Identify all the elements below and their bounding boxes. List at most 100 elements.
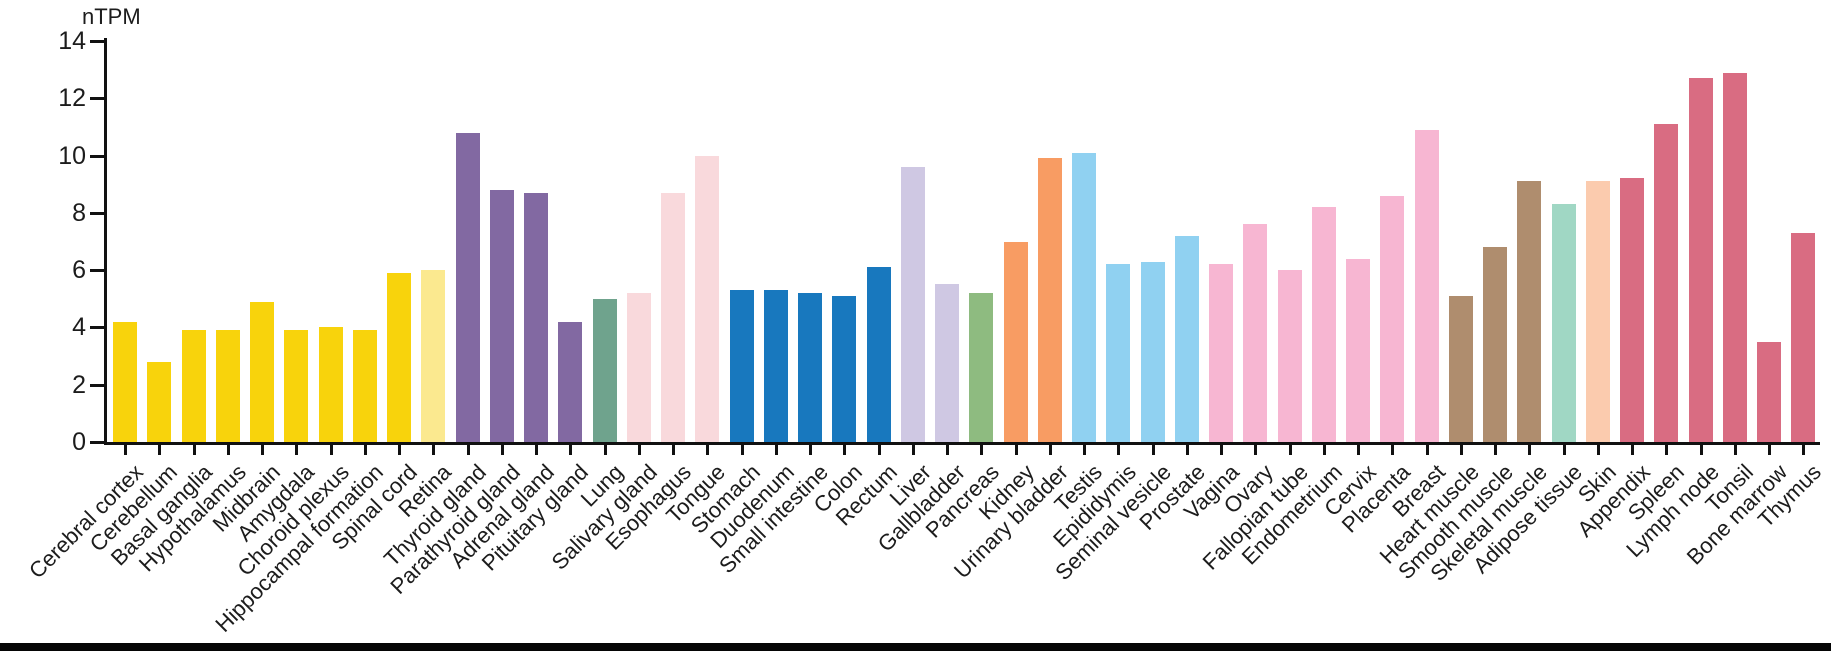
bar-prostate[interactable]: [1174, 235, 1199, 442]
x-tick-mark: [1288, 445, 1292, 455]
bar-gallbladder[interactable]: [935, 284, 959, 442]
x-tick-mark: [843, 445, 847, 455]
bar-smooth-muscle[interactable]: [1483, 247, 1507, 442]
x-tick-mark: [158, 445, 162, 455]
x-tick-mark: [980, 445, 984, 455]
x-tick-mark: [672, 445, 675, 455]
bar-ovary[interactable]: [1243, 224, 1268, 442]
x-tick-mark: [1117, 445, 1121, 455]
bar-kidney[interactable]: [1003, 241, 1028, 442]
bar-parathyroid-gland[interactable]: [489, 189, 514, 442]
y-tick-label: 6: [72, 256, 86, 285]
bar-fallopian-tube[interactable]: [1277, 270, 1302, 442]
bar-colon[interactable]: [832, 295, 857, 442]
bar-retina[interactable]: [421, 270, 446, 442]
x-tick-mark: [535, 445, 538, 455]
bar-vagina[interactable]: [1209, 264, 1233, 442]
bar-urinary-bladder[interactable]: [1037, 158, 1062, 442]
bar-duodenum[interactable]: [763, 290, 788, 442]
x-tick-mark: [1802, 445, 1806, 455]
bar-lymph-node[interactable]: [1688, 78, 1713, 442]
x-tick-mark: [1631, 445, 1634, 455]
y-tick-label: 4: [72, 313, 86, 342]
bar-salivary-gland[interactable]: [626, 293, 651, 442]
bar-cerebellum[interactable]: [147, 361, 172, 442]
x-tick-mark: [1254, 445, 1258, 455]
x-tick-mark: [1048, 445, 1052, 455]
bar-endometrium[interactable]: [1311, 207, 1336, 442]
y-tick-label: 2: [72, 370, 86, 399]
x-tick-mark: [1768, 445, 1771, 455]
bar-stomach[interactable]: [729, 290, 754, 442]
bar-hippocampal-formation[interactable]: [352, 330, 377, 442]
x-tick-mark: [363, 445, 367, 455]
x-tick-mark: [398, 445, 401, 455]
y-tick-label: 8: [72, 198, 86, 227]
x-tick-mark: [774, 445, 778, 455]
x-tick-mark: [1699, 445, 1703, 455]
y-axis-title: nTPM: [82, 4, 141, 29]
x-tick-mark: [124, 445, 127, 455]
bar-thymus[interactable]: [1791, 232, 1816, 442]
y-tick-label: 12: [58, 84, 86, 113]
bar-esophagus[interactable]: [661, 192, 685, 442]
x-tick-mark: [261, 445, 264, 455]
bottom-divider: [0, 643, 1831, 651]
x-tick-mark: [1665, 445, 1669, 455]
bar-placenta[interactable]: [1380, 195, 1405, 442]
x-tick-mark: [946, 445, 949, 455]
bar-adrenal-gland[interactable]: [524, 192, 548, 442]
x-tick-mark: [809, 445, 812, 455]
bar-amygdala[interactable]: [284, 330, 309, 442]
x-tick-mark: [1562, 445, 1566, 455]
y-tick-mark: [90, 326, 104, 330]
bar-liver[interactable]: [900, 167, 925, 442]
bar-heart-muscle[interactable]: [1448, 295, 1473, 442]
bar-hypothalamus[interactable]: [215, 330, 240, 442]
bar-rectum[interactable]: [866, 267, 891, 442]
y-tick-mark: [90, 154, 104, 158]
bar-midbrain[interactable]: [250, 301, 274, 442]
bar-breast[interactable]: [1414, 129, 1439, 442]
bar-tongue[interactable]: [695, 155, 720, 442]
y-tick-label: 14: [58, 27, 86, 55]
x-tick-mark: [1357, 445, 1360, 455]
x-tick-mark: [1014, 445, 1018, 455]
bar-basal-ganglia[interactable]: [181, 330, 206, 442]
bar-small-intestine[interactable]: [798, 293, 822, 442]
bar-epididymis[interactable]: [1106, 264, 1131, 442]
x-tick-mark: [500, 445, 504, 455]
bar-testis[interactable]: [1072, 152, 1096, 442]
bar-spinal-cord[interactable]: [387, 273, 411, 442]
bar-adipose-tissue[interactable]: [1551, 204, 1576, 442]
bar-skin[interactable]: [1585, 181, 1610, 442]
x-tick-mark: [192, 445, 196, 455]
bar-choroid-plexus[interactable]: [318, 327, 343, 442]
y-tick-mark: [90, 97, 104, 101]
x-tick-mark: [1528, 445, 1532, 455]
y-tick-mark: [90, 211, 104, 215]
bar-tonsil[interactable]: [1722, 72, 1747, 442]
x-axis-line: [104, 442, 1820, 445]
x-tick-mark: [295, 445, 299, 455]
x-tick-mark: [432, 445, 436, 455]
x-tick-mark: [877, 445, 881, 455]
bar-pituitary-gland[interactable]: [558, 321, 583, 442]
x-tick-mark: [911, 445, 915, 455]
bar-appendix[interactable]: [1620, 178, 1644, 442]
bar-bone-marrow[interactable]: [1757, 341, 1781, 442]
bar-thyroid-gland[interactable]: [455, 132, 480, 442]
bar-lung[interactable]: [592, 298, 617, 442]
bar-spleen[interactable]: [1654, 124, 1679, 442]
x-tick-mark: [466, 445, 470, 455]
x-tick-mark: [1425, 445, 1429, 455]
bar-seminal-vesicle[interactable]: [1140, 261, 1165, 442]
x-tick-mark: [226, 445, 230, 455]
bar-cerebral-cortex[interactable]: [113, 321, 137, 442]
bar-skeletal-muscle[interactable]: [1517, 181, 1542, 442]
bar-cervix[interactable]: [1346, 258, 1370, 442]
bar-pancreas[interactable]: [969, 293, 994, 442]
x-tick-mark: [1494, 445, 1497, 455]
x-tick-mark: [1322, 445, 1326, 455]
